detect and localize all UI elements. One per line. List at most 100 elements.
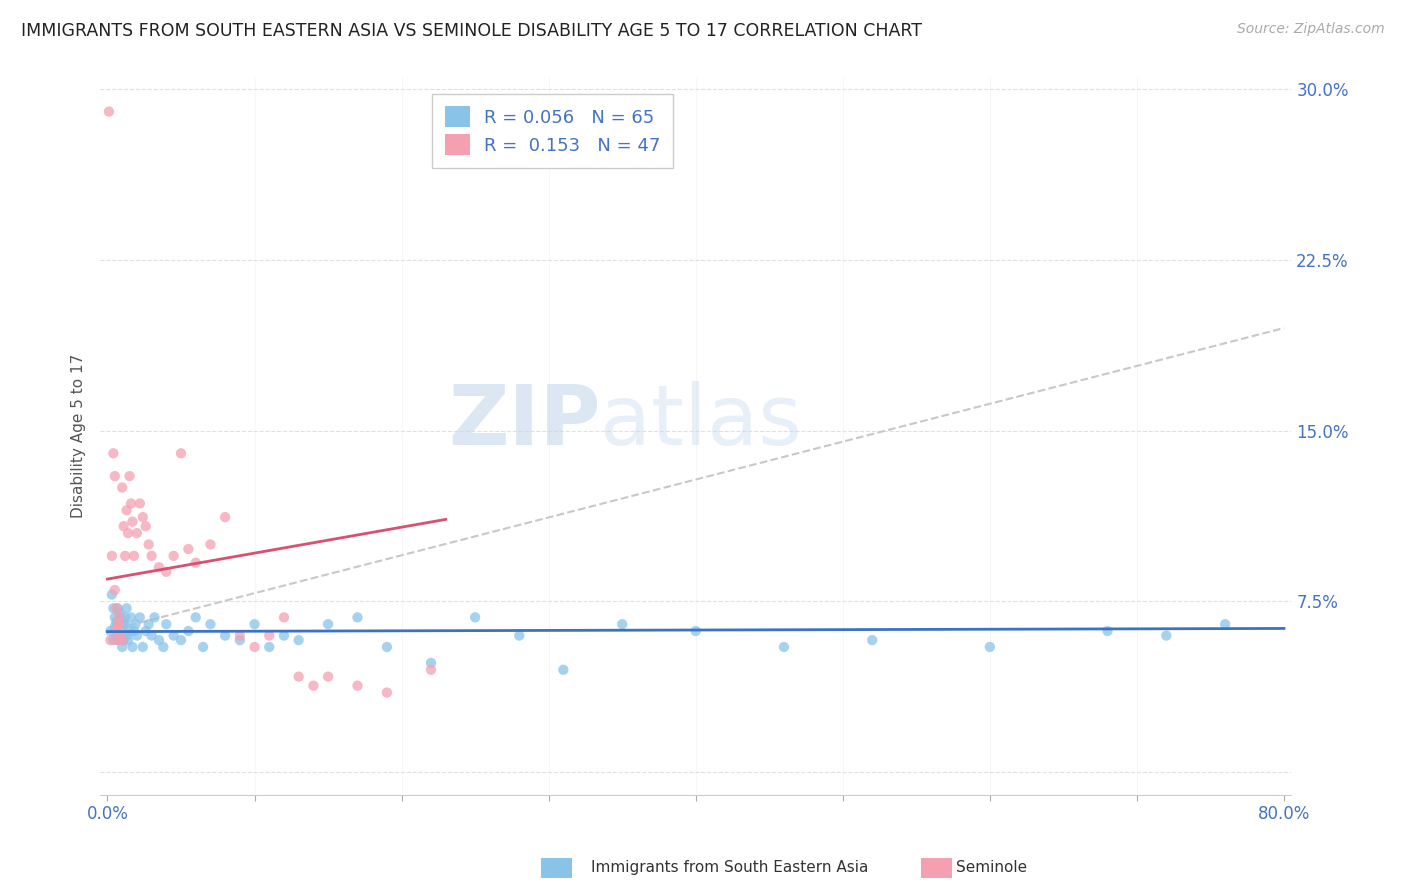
Point [121,640,143,654]
Point [104,610,127,624]
Point [108,617,131,632]
Point [979,640,1001,654]
Point [108,617,131,632]
Point [214,510,236,524]
Point [155,617,177,632]
Point [100,633,122,648]
Point [132,510,155,524]
Point [141,549,163,563]
Point [103,633,125,648]
Point [105,615,128,629]
Point [103,446,125,460]
Point [111,640,134,654]
Point [121,515,143,529]
Text: Source: ZipAtlas.com: Source: ZipAtlas.com [1237,22,1385,37]
Point [120,496,142,510]
Point [124,617,146,632]
Point [125,629,148,643]
Point [111,624,134,638]
Point [97,104,120,119]
Point [420,663,443,677]
Point [105,629,128,643]
Point [184,610,207,624]
Point [229,629,252,643]
Point [420,656,443,670]
Point [115,629,138,643]
Point [105,601,128,615]
Point [316,617,339,632]
Point [103,601,125,615]
Point [112,617,135,632]
Point [101,588,124,602]
Point [346,610,368,624]
Point [259,640,281,654]
Point [112,519,135,533]
Point [114,617,136,632]
Point [114,549,136,563]
Point [553,663,575,677]
Point [214,629,236,643]
Point [141,629,163,643]
Y-axis label: Disability Age 5 to 17: Disability Age 5 to 17 [72,354,86,518]
Point [259,629,281,643]
Point [122,624,145,638]
Point [773,640,796,654]
Point [128,610,150,624]
Point [110,629,132,643]
Point [135,519,157,533]
Point [111,633,134,648]
Legend: R = 0.056   N = 65, R =  0.153   N = 47: R = 0.056 N = 65, R = 0.153 N = 47 [432,94,673,168]
Point [163,629,186,643]
Point [118,624,141,638]
Point [115,601,138,615]
Point [273,610,295,624]
Point [287,670,309,684]
Point [229,633,252,648]
Text: atlas: atlas [600,382,803,462]
Point [107,601,129,615]
Point [105,624,128,638]
Point [107,617,129,632]
Point [135,624,157,638]
Point [104,469,127,483]
Point [860,633,883,648]
Point [243,617,266,632]
Point [110,610,132,624]
Point [152,640,174,654]
Point [107,633,129,648]
Point [132,640,155,654]
Point [104,582,127,597]
Point [107,633,129,648]
Point [464,610,486,624]
Text: Immigrants from South Eastern Asia: Immigrants from South Eastern Asia [591,860,868,874]
Text: IMMIGRANTS FROM SOUTH EASTERN ASIA VS SEMINOLE DISABILITY AGE 5 TO 17 CORRELATIO: IMMIGRANTS FROM SOUTH EASTERN ASIA VS SE… [21,22,922,40]
Point [316,670,339,684]
Point [508,629,530,643]
Point [177,541,200,556]
Point [243,640,266,654]
Point [200,617,222,632]
Point [148,560,170,574]
Point [200,537,222,551]
Point [191,640,214,654]
Text: ZIP: ZIP [449,382,600,462]
Point [100,624,122,638]
Point [110,629,132,643]
Point [302,679,325,693]
Point [1213,617,1236,632]
Point [118,469,141,483]
Point [138,537,160,551]
Point [184,556,207,570]
Point [111,481,134,495]
Point [143,610,166,624]
Point [1156,629,1178,643]
Point [128,496,150,510]
Point [163,549,186,563]
Point [114,610,136,624]
Point [287,633,309,648]
Point [125,526,148,541]
Point [104,619,127,633]
Point [612,617,634,632]
Point [115,503,138,517]
Point [148,633,170,648]
